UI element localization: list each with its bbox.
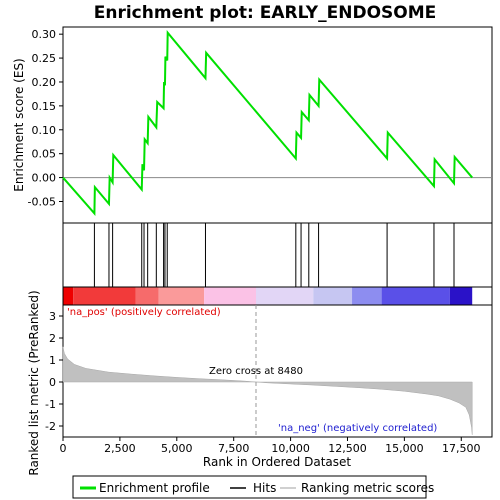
x-tick-label: 7,500	[218, 442, 250, 455]
es-y-tick-label: 0.25	[32, 52, 57, 65]
neg-annotation: 'na_neg' (negatively correlated)	[278, 423, 437, 434]
es-panel-frame	[62, 26, 493, 224]
x-tick-label: 10,000	[271, 442, 310, 455]
ranking-metric-area	[62, 346, 473, 435]
pos-annotation: 'na_pos' (positively correlated)	[67, 307, 221, 318]
es-y-tick-label: 0.10	[32, 124, 57, 137]
x-axis: 0 2,500 5,000 7,500 10,000 12,500 15,000 17,500	[60, 437, 481, 455]
metric-y-tick-label: -2	[45, 420, 56, 433]
legend-hits-label: Hits	[253, 481, 276, 495]
heat-bar-segment	[135, 287, 159, 305]
legend-metric-label: Ranking metric scores	[301, 481, 434, 495]
x-tick-label: 2,500	[104, 442, 136, 455]
es-axis-label: Enrichment score (ES)	[12, 58, 26, 191]
metric-panel-frame	[62, 304, 493, 438]
metric-y-tick-label: -1	[45, 398, 56, 411]
es-y-tick-label: 0.20	[32, 76, 57, 89]
enrichment-profile-line	[62, 30, 473, 217]
chart-title: Enrichment plot: EARLY_ENDOSOME	[94, 3, 437, 23]
es-y-tick-label: 0.15	[32, 100, 57, 113]
zero-cross-annotation: Zero cross at 8480	[209, 366, 303, 377]
heat-bar-segment	[63, 287, 74, 305]
legend: Enrichment profile Hits Ranking metric s…	[72, 475, 434, 499]
hits-panel-frame	[62, 222, 493, 288]
metric-y-tick-label: 3	[49, 310, 56, 323]
ranked-metric-panel: 3 2 1 0 -1 -2	[45, 304, 493, 438]
x-axis-label: Rank in Ordered Dataset	[203, 455, 351, 469]
metric-y-tick-label: 1	[49, 354, 56, 367]
legend-enrichment-label: Enrichment profile	[99, 481, 210, 495]
heat-bar-segment	[158, 287, 205, 305]
heat-bar-segment	[73, 287, 136, 305]
heat-bar-segment	[255, 287, 314, 305]
metric-y-tick-label: 2	[49, 332, 56, 345]
es-panel: 0.30 0.25 0.20 0.15 0.10 0.05 0.00 -0.05	[28, 26, 493, 224]
hits-panel	[62, 222, 493, 288]
heat-bar-segment	[381, 287, 450, 305]
x-tick-label: 5,000	[161, 442, 193, 455]
heat-bar-segment	[313, 287, 353, 305]
heat-bar-segment	[352, 287, 382, 305]
es-y-tick-label: 0.00	[32, 172, 57, 185]
es-y-tick-label: -0.05	[28, 195, 56, 208]
metric-y-tick-label: 0	[49, 376, 56, 389]
x-tick-label: 15,000	[385, 442, 424, 455]
rank-heat-bar	[62, 286, 493, 306]
heat-bar-segment	[449, 287, 473, 305]
es-y-tick-label: 0.30	[32, 28, 57, 41]
x-tick-label: 12,500	[328, 442, 367, 455]
es-y-tick-label: 0.05	[32, 148, 57, 161]
x-tick-label: 0	[60, 442, 67, 455]
x-tick-label: 17,500	[442, 442, 481, 455]
metric-axis-label: Ranked list metric (PreRanked)	[27, 290, 41, 475]
heat-bar-segment	[204, 287, 256, 305]
